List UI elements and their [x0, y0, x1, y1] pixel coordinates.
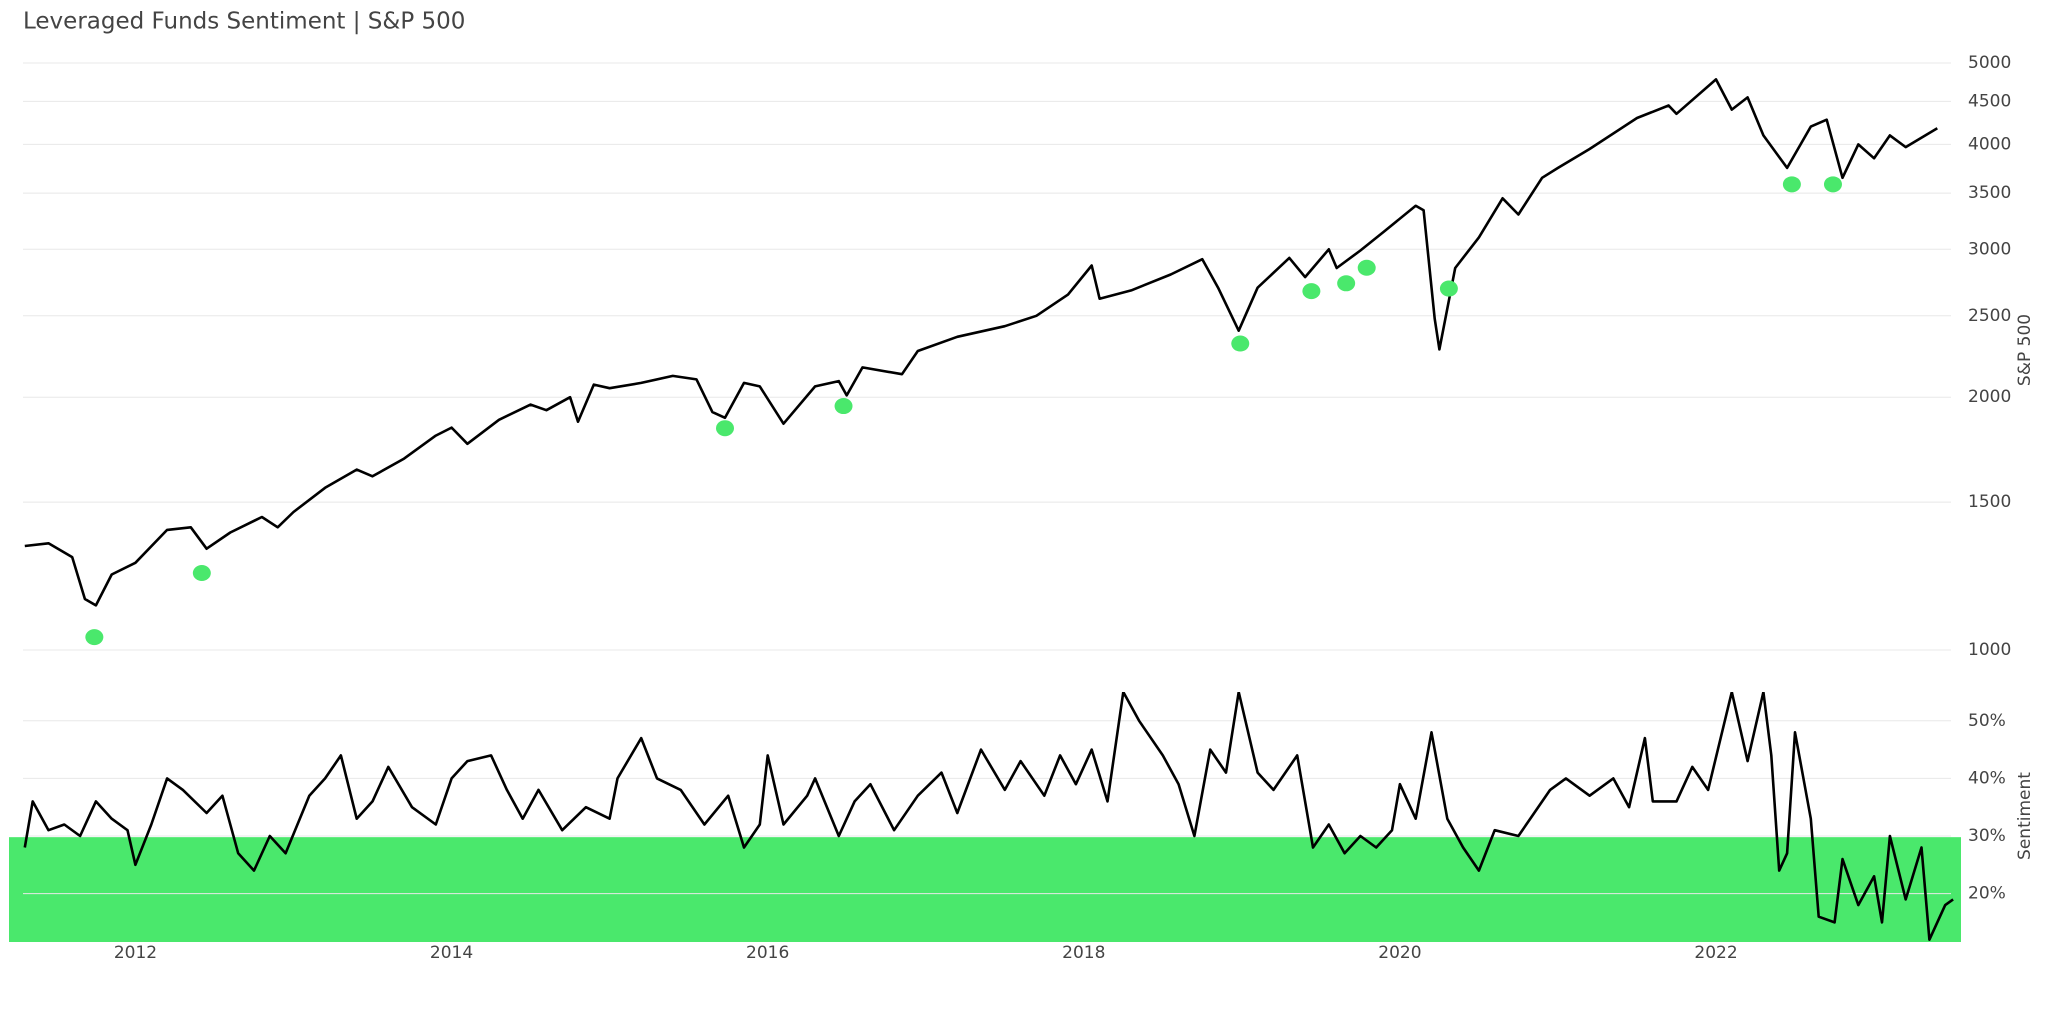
- signal-marker: [1782, 176, 1801, 193]
- x-tick-label: 2016: [746, 943, 789, 963]
- signal-marker: [1439, 280, 1458, 297]
- y-tick-label: 3500: [1968, 183, 2011, 203]
- y-tick-label: 40%: [1968, 768, 2006, 788]
- signal-marker: [1823, 176, 1842, 193]
- signal-marker: [834, 398, 853, 415]
- signal-marker: [1337, 275, 1356, 292]
- signal-marker: [1357, 259, 1376, 276]
- y-tick-label: 20%: [1968, 884, 2006, 904]
- y-tick-label: 4500: [1968, 91, 2011, 111]
- y-tick-label: 2500: [1968, 306, 2011, 326]
- plot-area: [24, 78, 1938, 646]
- y-tick-label: 2000: [1968, 387, 2011, 407]
- y-tick-label: 3000: [1968, 239, 2011, 259]
- chart-title: Leveraged Funds Sentiment | S&P 500: [23, 9, 465, 35]
- x-tick-label: 2014: [430, 943, 473, 963]
- y-tick-label: 4000: [1968, 134, 2011, 154]
- line: [23, 692, 1954, 941]
- y-axis-title: Sentiment: [2015, 772, 2035, 860]
- y-tick-label: 50%: [1968, 711, 2006, 731]
- y-tick-label: 5000: [1968, 53, 2011, 73]
- signal-marker: [85, 629, 104, 646]
- signal-marker: [715, 420, 734, 437]
- y-tick-label: 1500: [1968, 492, 2011, 512]
- x-tick-label: 2018: [1062, 943, 1105, 963]
- y-tick-label: 1000: [1968, 640, 2011, 660]
- y-tick-label: 30%: [1968, 826, 2006, 846]
- threshold-band: [9, 837, 1961, 942]
- x-tick-label: 2012: [114, 943, 157, 963]
- y-axis-title: S&P 500: [2015, 314, 2035, 386]
- plot-area: [23, 692, 1954, 941]
- signal-marker: [1302, 283, 1321, 300]
- x-tick-label: 2020: [1378, 943, 1421, 963]
- x-tick-label: 2022: [1694, 943, 1737, 963]
- signal-marker: [192, 565, 211, 582]
- signal-marker: [1231, 335, 1250, 352]
- line: [24, 78, 1938, 607]
